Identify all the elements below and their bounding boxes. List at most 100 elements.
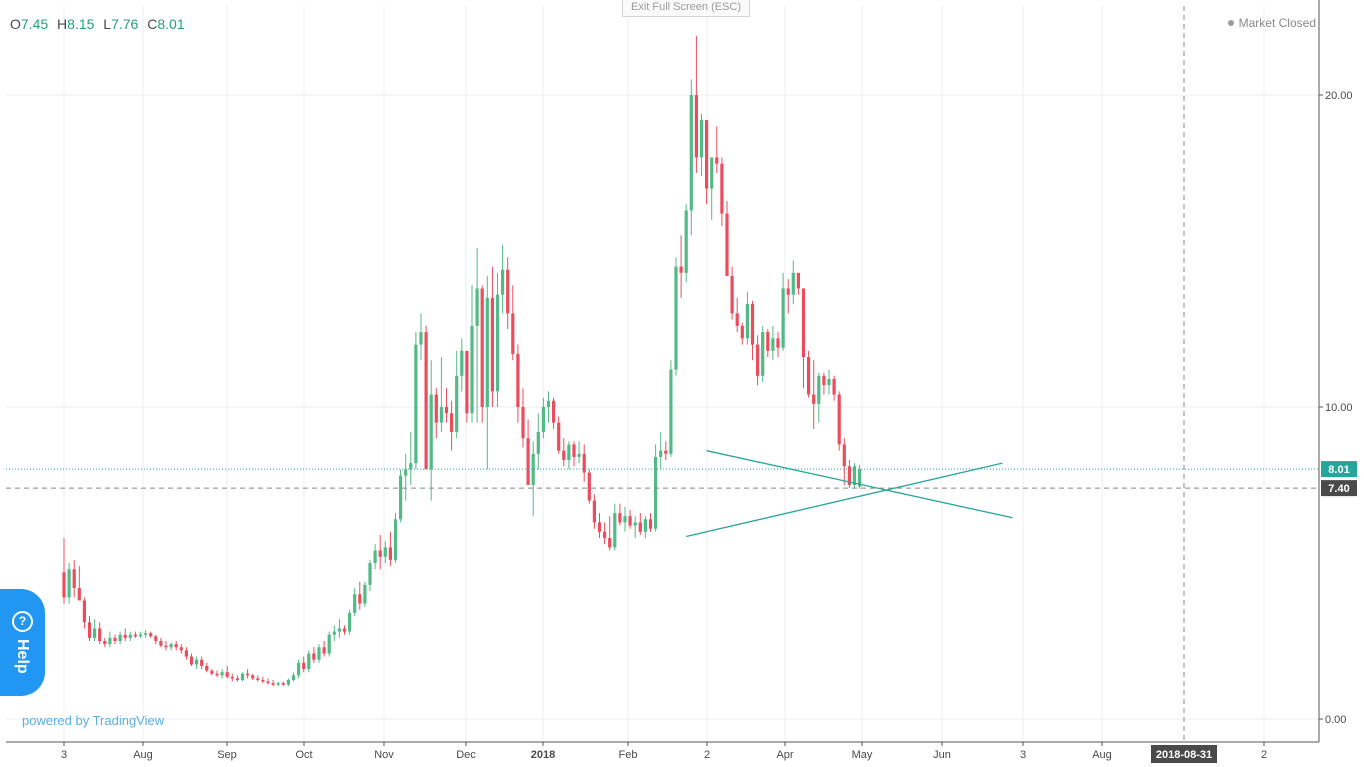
candle-body — [664, 450, 668, 454]
candle-body — [393, 519, 398, 560]
candle-body — [455, 375, 459, 432]
candle — [541, 397, 545, 439]
candle-body — [516, 353, 520, 407]
candle-body — [858, 469, 862, 487]
candle — [552, 397, 556, 429]
candle — [404, 453, 408, 501]
low-value: 7.76 — [111, 16, 139, 32]
candle-body — [159, 641, 163, 646]
candle-body — [240, 673, 245, 680]
candle — [297, 659, 301, 679]
candle-body — [169, 644, 173, 648]
candle-body — [490, 297, 494, 392]
candle — [429, 360, 433, 501]
close-value: 8.01 — [157, 16, 185, 32]
candle-body — [822, 375, 826, 386]
candle — [597, 513, 602, 539]
candle — [562, 438, 566, 467]
candle — [373, 544, 377, 570]
candle-body — [235, 678, 239, 680]
candle — [577, 441, 581, 464]
candle — [424, 325, 428, 470]
candle-body — [480, 288, 484, 407]
candle — [93, 619, 97, 641]
candle — [730, 266, 734, 320]
candle — [307, 650, 311, 673]
candle — [246, 669, 250, 679]
time-tick-label: Sep — [217, 749, 237, 761]
candle — [67, 563, 71, 604]
candle-body — [383, 547, 387, 557]
time-tick-label: 2018 — [531, 749, 555, 761]
crosshair-date-badge-bg — [1151, 745, 1217, 763]
candle — [475, 247, 479, 423]
candle-body — [796, 272, 800, 289]
candle-body — [771, 338, 775, 351]
candle — [225, 665, 229, 679]
candle-body — [399, 475, 403, 520]
candle-body — [608, 538, 612, 548]
candle-body — [465, 350, 469, 414]
candle-body — [470, 325, 474, 414]
exit-fullscreen-button[interactable]: Exit Full Screen (ESC) — [622, 0, 750, 17]
candle — [348, 609, 352, 635]
candle — [567, 441, 571, 470]
candle — [103, 637, 107, 648]
candle — [266, 678, 270, 685]
candle — [791, 260, 795, 305]
candle — [317, 644, 321, 663]
candle — [490, 266, 494, 407]
candle-body — [720, 163, 724, 214]
candle-body — [827, 378, 831, 386]
candle-body — [546, 400, 551, 407]
candle — [210, 669, 214, 676]
candle-body — [276, 683, 280, 685]
candle — [72, 559, 76, 598]
candle — [689, 79, 693, 236]
candle-body — [184, 650, 188, 657]
candle-body — [531, 453, 535, 485]
candle — [332, 625, 336, 641]
candle — [337, 619, 341, 638]
candle-body — [195, 659, 199, 665]
candle — [572, 441, 576, 467]
candle-body — [521, 407, 525, 439]
candle — [699, 113, 704, 177]
price-tick-label: 0.00 — [1325, 714, 1346, 726]
candle-body — [735, 313, 739, 326]
trendline-drawings[interactable] — [686, 450, 1013, 538]
candle — [450, 400, 454, 451]
candle-body — [577, 453, 581, 457]
candle — [184, 647, 188, 660]
candle-body — [353, 594, 357, 613]
candle — [138, 631, 143, 638]
candle-body — [93, 628, 97, 638]
candle-body — [776, 338, 780, 348]
last-price-badge-label: 8.01 — [1328, 464, 1349, 476]
candle — [164, 641, 168, 651]
question-mark-icon: ? — [12, 611, 33, 632]
low-label: L — [103, 16, 112, 32]
candle-body — [654, 456, 658, 529]
candle-body — [669, 369, 673, 454]
last-price-badge-bg — [1321, 461, 1357, 478]
candle-body — [689, 95, 693, 211]
candle-body — [801, 288, 806, 358]
candle-body — [307, 653, 311, 670]
candle — [169, 642, 173, 651]
candle — [837, 391, 841, 451]
powered-by-link[interactable]: powered by TradingView — [22, 713, 165, 728]
candle — [766, 329, 770, 358]
candle — [133, 631, 137, 638]
candle — [123, 628, 127, 641]
candle-body — [327, 634, 331, 654]
help-button[interactable]: ? Help — [0, 589, 45, 696]
price-tick-label: 20.00 — [1325, 90, 1353, 102]
market-status-label: Market Closed — [1238, 16, 1316, 30]
time-tick-label: 3 — [1020, 749, 1026, 761]
candle-body — [174, 644, 178, 648]
candle — [847, 460, 851, 489]
candle — [582, 444, 586, 482]
candle-body — [429, 394, 433, 470]
